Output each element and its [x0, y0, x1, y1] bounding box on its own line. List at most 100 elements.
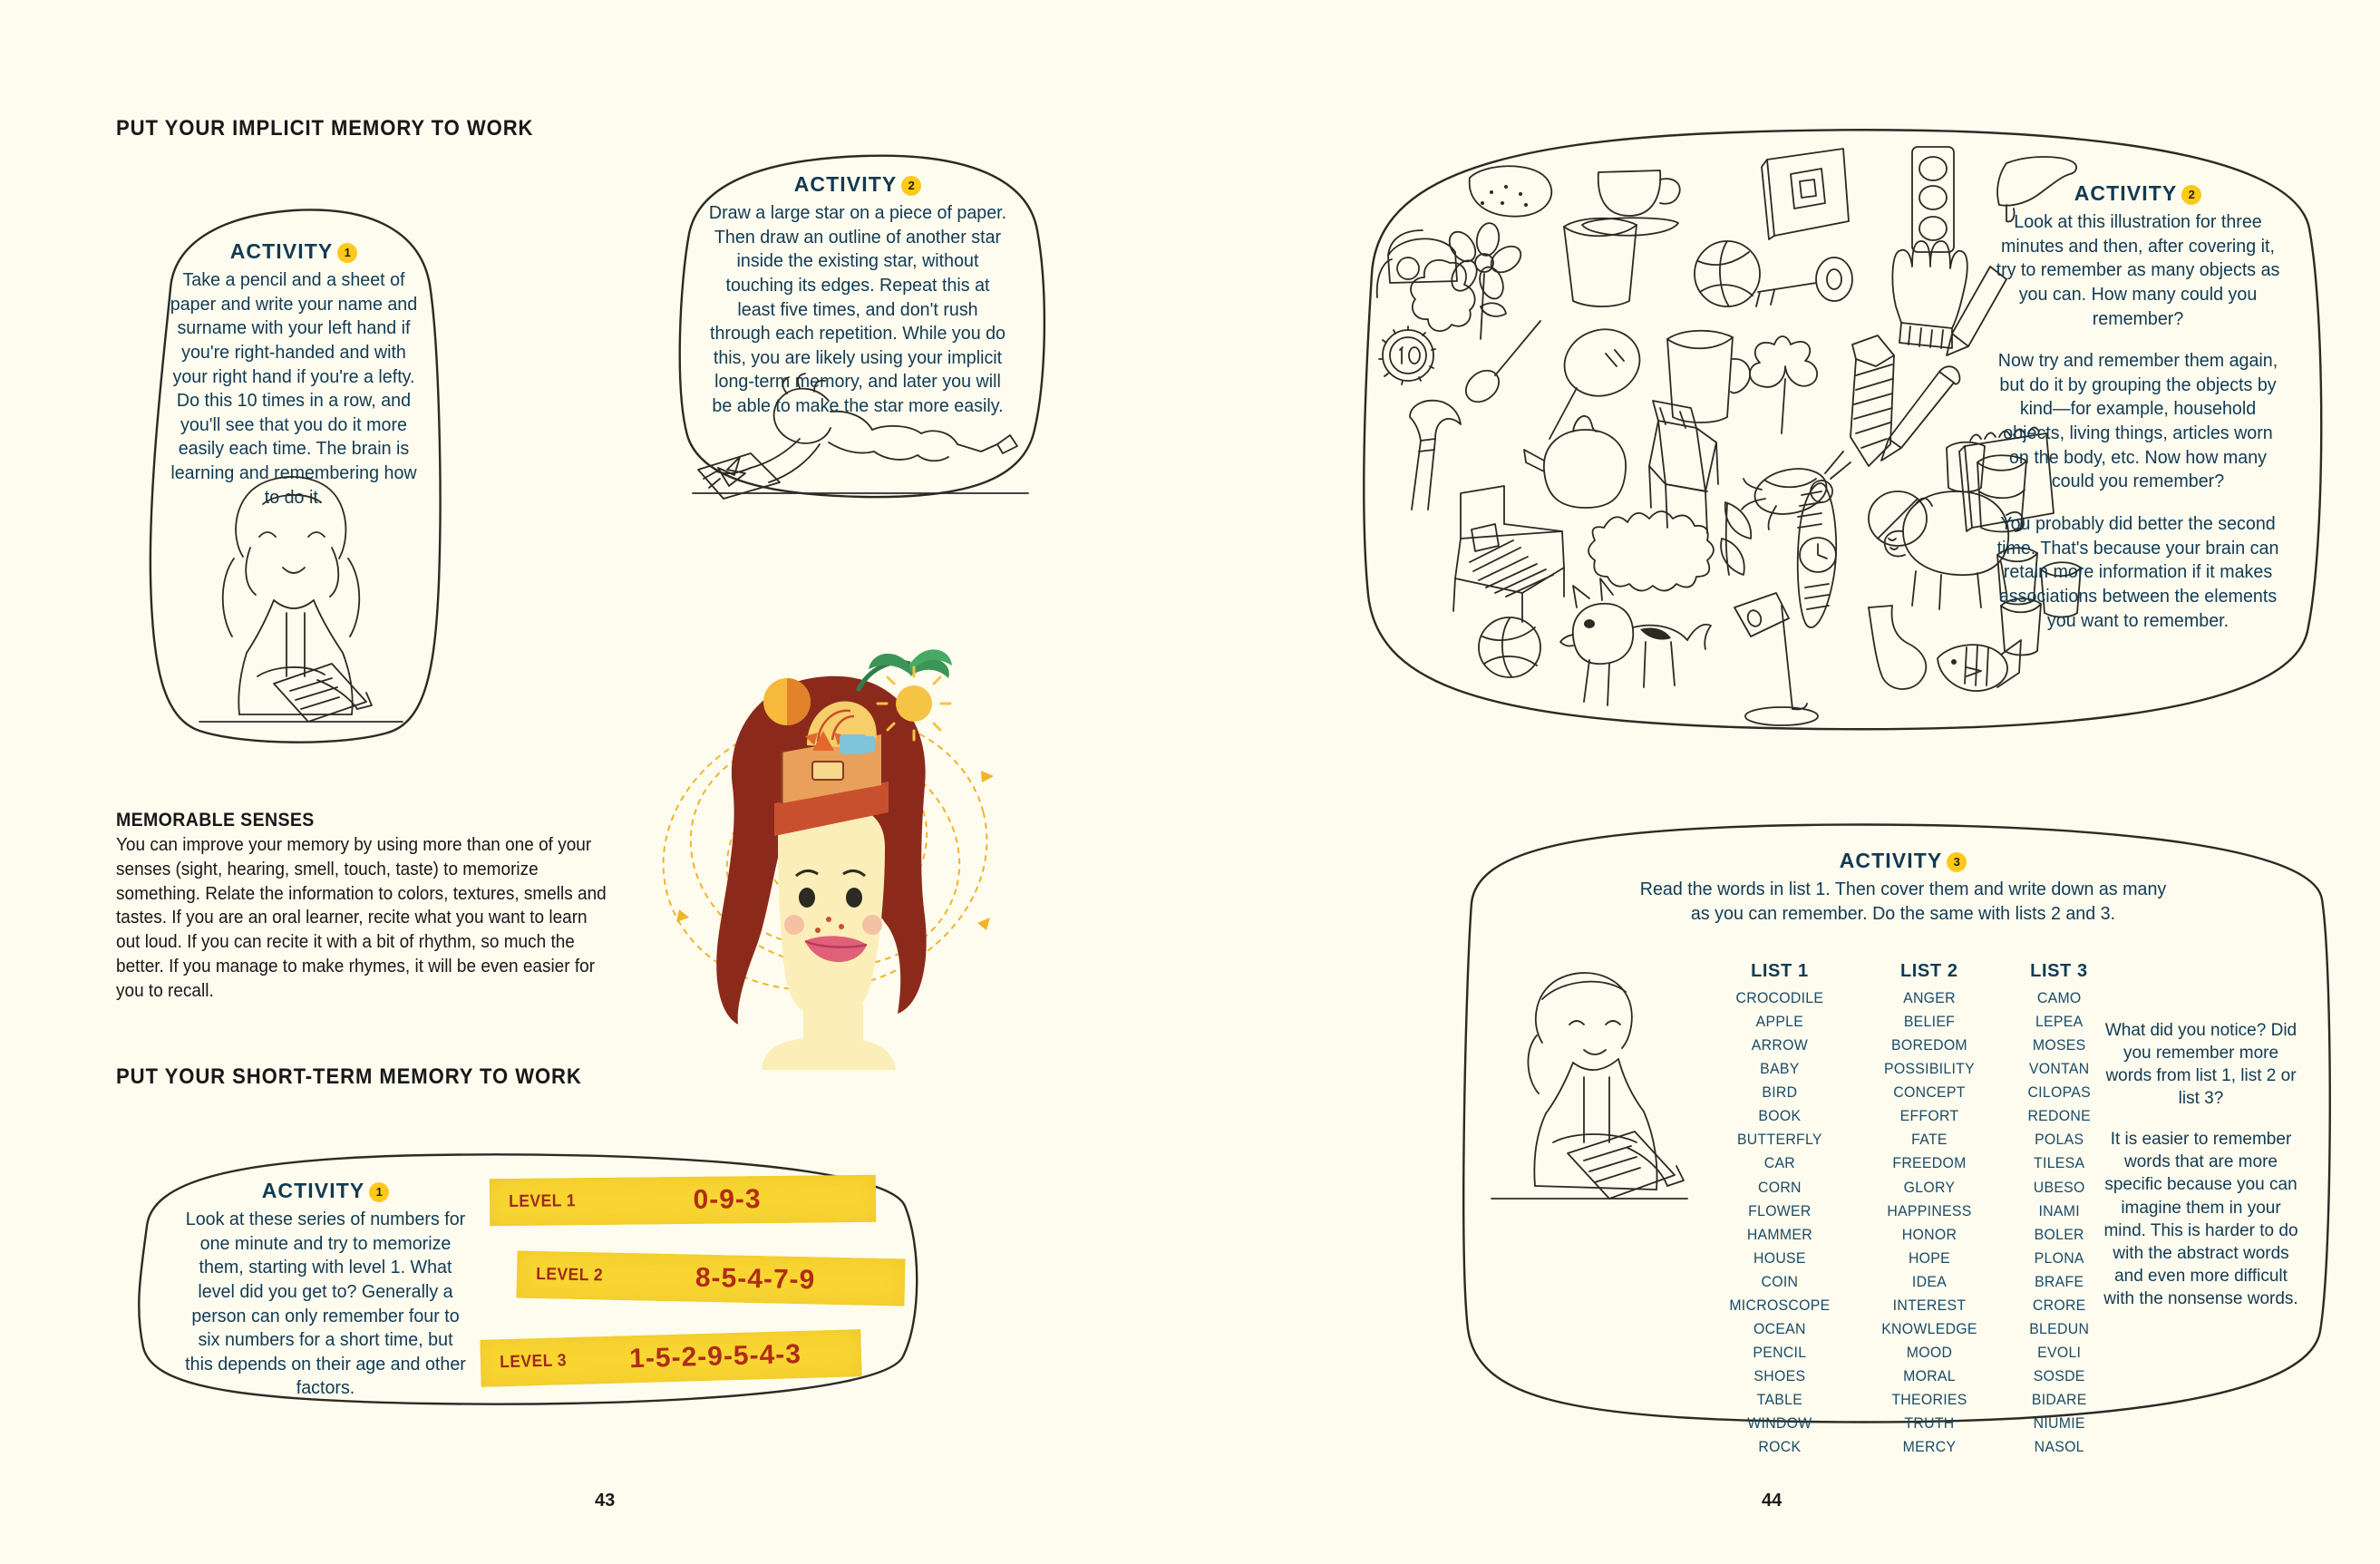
telephone-icon	[1375, 229, 1458, 298]
cup-stack-icon	[1996, 547, 2082, 656]
right-activity-2-paragraph-2: Now try and remember them again, but do …	[1997, 350, 2278, 492]
list-item: FATE	[1910, 1132, 1948, 1149]
list-item: COIN	[1761, 1273, 1799, 1290]
memorable-senses-heading: MEMORABLE SENSES	[116, 810, 315, 831]
activity-1-title-text: ACTIVITY	[229, 239, 334, 263]
list-item: MORAL	[1902, 1368, 1956, 1384]
heading-implicit-memory: PUT YOUR IMPLICIT MEMORY TO WORK	[116, 116, 534, 141]
brain-icon	[1410, 258, 1476, 332]
activity-2-badge: 2	[901, 176, 922, 196]
sock-icon	[1868, 605, 1928, 690]
key-icon	[1755, 257, 1853, 307]
right-activity-2-paragraph-3: You probably did better the second time.…	[1996, 513, 2279, 631]
list-item: MOOD	[1906, 1344, 1952, 1361]
list-item: CONCEPT	[1893, 1084, 1966, 1102]
ball-icon	[1478, 617, 1541, 678]
activity-3-intro: Read the words in list 1. Then cover the…	[1633, 878, 2172, 926]
list-item: CROCODILE	[1735, 990, 1824, 1006]
shortterm-activity-card: ACTIVITY 1 Look at these series of number…	[129, 1142, 927, 1414]
list-item: TILESA	[2033, 1155, 2085, 1172]
level-2-digits: 8-5-4-7-9	[695, 1262, 816, 1296]
activity-1-paragraph: Take a pencil and a sheet of paper and w…	[170, 269, 418, 508]
word-list-2: LIST 2 ANGER BELIEF BOREDOM POSSIBILITY …	[1880, 961, 1979, 1459]
blob-outline	[149, 209, 442, 743]
list-item: CAR	[1763, 1155, 1796, 1172]
list-item: CILOPAS	[2027, 1084, 2091, 1102]
activity-2-card: ACTIVITY 2 Draw a large star on a piece o…	[649, 134, 1066, 517]
pen-icon	[1880, 365, 1961, 461]
list-item: REDONE	[2027, 1108, 2091, 1125]
magnifying-glass-icon	[1549, 328, 1641, 440]
list-item: POLAS	[2034, 1132, 2084, 1149]
clover-icon	[1749, 335, 1818, 434]
level-3-label: LEVEL 3	[499, 1351, 568, 1373]
bread-icon	[1468, 165, 1553, 218]
chair-icon	[1648, 400, 1719, 534]
word-list-3: LIST 3 CAMO LEPEA MOSES VONTAN CILOPAS R…	[2026, 961, 2092, 1459]
list-item: HOUSE	[1753, 1249, 1806, 1267]
list-item: ROCK	[1758, 1439, 1802, 1456]
list-item: HAMMER	[1746, 1226, 1812, 1243]
pencil-icon	[1946, 266, 2007, 356]
right-activity-2-body: Look at this illustration for three minu…	[1995, 210, 2282, 633]
list-item: PENCIL	[1753, 1344, 1807, 1361]
list-item: BUTTERFLY	[1736, 1132, 1822, 1149]
page-number-left: 43	[595, 1491, 616, 1511]
blob-outline	[1462, 823, 2331, 1423]
activity-3-side-note: What did you notice? Did you remember mo…	[2099, 1019, 2303, 1310]
activity-1-badge: 1	[337, 243, 358, 263]
list-item: HONOR	[1901, 1226, 1957, 1243]
list-item: BLEDUN	[2028, 1320, 2089, 1337]
activity-3-side-paragraph-2: It is easier to remember words that are …	[2103, 1130, 2298, 1308]
list-item: EFFORT	[1899, 1108, 1959, 1125]
person-writing-illustration	[1491, 972, 1688, 1200]
list-item: BELIEF	[1903, 1014, 1955, 1031]
activity-2-paragraph: Draw a large star on a piece of paper. T…	[708, 202, 1007, 417]
leaf-icon	[1720, 501, 1753, 576]
person-drawing-star-illustration	[692, 373, 1029, 500]
list-item: BOOK	[1758, 1108, 1802, 1125]
shortterm-activity-title: ACTIVITY 1	[176, 1180, 475, 1202]
list-item: SHOES	[1753, 1368, 1806, 1384]
activity-1-card: ACTIVITY 1 Take a pencil and a sheet of p…	[116, 178, 471, 758]
list-item: LEPEA	[2035, 1014, 2084, 1031]
teacup-icon	[1581, 170, 1681, 237]
list-2-header: LIST 2	[1899, 961, 1958, 981]
cloud-icon	[1588, 510, 1715, 592]
level-strip-2: LEVEL 2 8-5-4-7-9	[516, 1250, 906, 1307]
coin-icon	[1378, 325, 1436, 385]
right-activity-2-title-text: ACTIVITY	[2074, 181, 2178, 205]
list-item: PLONA	[2034, 1249, 2084, 1267]
level-2-label: LEVEL 2	[536, 1264, 604, 1286]
list-item: UBESO	[2033, 1179, 2085, 1196]
word-list-1: LIST 1 CROCODILE APPLE ARROW BABY BIRD B…	[1727, 961, 1832, 1459]
list-item: CRORE	[2032, 1297, 2086, 1314]
list-item: CAMO	[2036, 990, 2082, 1006]
list-item: BIRD	[1762, 1084, 1798, 1102]
level-1-digits: 0-9-3	[693, 1184, 762, 1215]
list-item: APPLE	[1755, 1014, 1804, 1031]
list-item: WINDOW	[1747, 1415, 1812, 1433]
heading-shortterm-memory: PUT YOUR SHORT-TERM MEMORY TO WORK	[116, 1064, 582, 1089]
right-activity-2-title: ACTIVITY 2	[1988, 183, 2288, 205]
level-1-label: LEVEL 1	[509, 1191, 577, 1212]
activity-1-body: Take a pencil and a sheet of paper and w…	[165, 268, 423, 510]
list-item: HOPE	[1908, 1249, 1950, 1267]
activity-3-side-paragraph-1: What did you notice? Did you remember mo…	[2104, 1021, 2297, 1109]
memorable-senses-text: You can improve your memory by using mor…	[116, 835, 607, 1001]
shortterm-activity-body: Look at these series of numbers for one …	[182, 1208, 470, 1401]
bed-icon	[1452, 485, 1565, 623]
spoon-icon	[1464, 320, 1541, 403]
right-page: ACTIVITY 2 Look at this illustration for …	[1190, 0, 2380, 1564]
head-with-beach-illustration	[662, 649, 994, 1070]
level-3-digits: 1-5-2-9-5-4-3	[628, 1338, 802, 1375]
list-item: FLOWER	[1748, 1202, 1812, 1219]
blob-outline	[1363, 129, 2323, 731]
shortterm-activity-badge: 1	[369, 1182, 390, 1202]
list-item: CORN	[1757, 1179, 1802, 1196]
necktie-icon	[1850, 335, 1895, 467]
list-item: TRUTH	[1904, 1415, 1955, 1433]
list-item: FREEDOM	[1892, 1155, 1967, 1172]
list-item: VONTAN	[2028, 1061, 2090, 1078]
blob-outline	[678, 154, 1046, 499]
